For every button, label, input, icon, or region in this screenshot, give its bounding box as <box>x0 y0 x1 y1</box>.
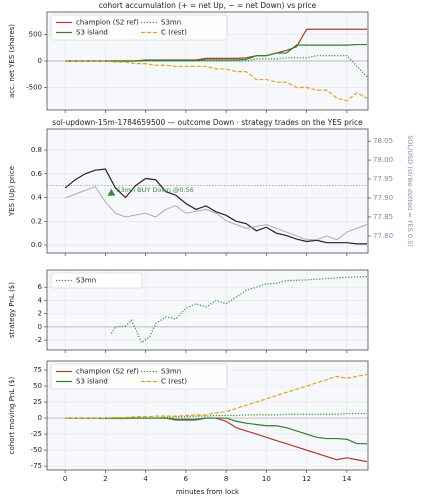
legend-label: C (rest) <box>161 29 187 37</box>
y-tick-label: 2 <box>38 310 42 318</box>
legend-label: C (rest) <box>161 378 187 386</box>
y-tick-label: -500 <box>26 83 42 91</box>
panel-title: cohort accumulation (+ = net Up, − = net… <box>99 1 317 10</box>
y-tick-label: 75 <box>33 366 42 374</box>
x-tick-label: 4 <box>143 475 148 483</box>
x-tick-label: 0 <box>63 475 67 483</box>
series-line <box>110 276 368 344</box>
plot-frame <box>46 11 369 111</box>
y-tick-label: 0.6 <box>31 170 43 178</box>
y-tick-label: -75 <box>31 462 42 470</box>
plot-frame <box>46 128 369 254</box>
series-line <box>65 43 367 62</box>
y-axis-label: cohort moving PnL ($) <box>8 376 16 454</box>
plot-frame <box>46 269 369 351</box>
panel: -500 0 500 cohort accumulation (+ = net Up,… <box>8 1 369 113</box>
y-tick-label: 0.2 <box>31 217 42 225</box>
legend-label: champion (S2 ref) <box>76 19 139 27</box>
y-axis-label: YES (Up) price <box>8 166 16 217</box>
trade-marker <box>107 188 116 196</box>
x-tick-label: 10 <box>262 475 271 483</box>
y-tick-label: -2 <box>35 336 42 344</box>
plot-area <box>47 129 368 253</box>
legend-box <box>50 363 228 390</box>
x-axis-label: minutes from lock <box>176 488 240 496</box>
y2-tick-label: 78.00 <box>373 156 393 164</box>
y2-tick-label: 77.85 <box>373 213 393 221</box>
y-tick-label: 25 <box>33 398 42 406</box>
y2-tick-label: 77.95 <box>373 175 393 183</box>
legend-label: S3mn <box>76 277 96 285</box>
y-tick-label: 0.0 <box>31 241 42 249</box>
y-tick-label: 50 <box>33 382 42 390</box>
y-axis-label: strategy PnL ($) <box>8 282 16 338</box>
y-tick-label: 0.4 <box>31 194 43 202</box>
y2-tick-label: 78.05 <box>373 137 393 145</box>
series-line <box>65 412 367 420</box>
panel: 0.0 0.2 0.4 0.6 0.8 77.80 77.85 77.90 77.95 78.00… <box>8 118 414 256</box>
panel: 0 2 4 6 8 10 12 14 -75 -50 -25 0 25 50 75 cohort moving… <box>8 360 369 496</box>
series-line <box>65 60 368 102</box>
plot-frame <box>46 360 369 471</box>
y-tick-label: 0 <box>38 57 42 65</box>
legend-label: champion (S2 ref) <box>76 368 139 376</box>
panel-title: sol-updown-15m-1784659500 — outcome Down… <box>52 118 363 127</box>
x-tick-label: 12 <box>302 475 311 483</box>
y-tick-label: 0 <box>38 414 42 422</box>
x-tick-label: 14 <box>342 475 351 483</box>
series-line <box>64 168 367 245</box>
x-tick-label: 2 <box>103 475 107 483</box>
x-tick-label: 8 <box>224 475 228 483</box>
x-tick-label: 6 <box>184 475 189 483</box>
legend-label: S3 island <box>76 378 108 386</box>
y-tick-label: -50 <box>31 446 42 454</box>
y2-tick-label: 77.90 <box>373 194 393 202</box>
y-tick-label: 500 <box>29 31 42 39</box>
y-tick-label: 4 <box>38 296 43 304</box>
y-tick-label: 6 <box>38 283 43 291</box>
legend-label: S3mn <box>161 368 181 376</box>
y-axis-label: acc. net YES (shares) <box>8 24 16 98</box>
y-tick-label: -25 <box>31 430 42 438</box>
series-line <box>65 417 367 445</box>
legend-box <box>50 272 143 289</box>
y-tick-label: 0.8 <box>31 146 42 154</box>
y2-axis-label: SOL/USD (strike dotted = YES 0.5) <box>406 135 414 247</box>
legend-label: S3 island <box>76 29 108 37</box>
legend-box <box>50 14 228 41</box>
legend-label: S3mn <box>161 19 181 27</box>
series-line <box>65 373 368 419</box>
panel: -2 0 2 4 6 strategy PnL ($) S3mn <box>8 269 369 353</box>
y2-tick-label: 77.80 <box>373 232 393 240</box>
trade-label: S3mn BUY Down @0.56 <box>116 186 193 194</box>
series-line <box>64 186 368 241</box>
y-tick-label: 0 <box>38 323 42 331</box>
